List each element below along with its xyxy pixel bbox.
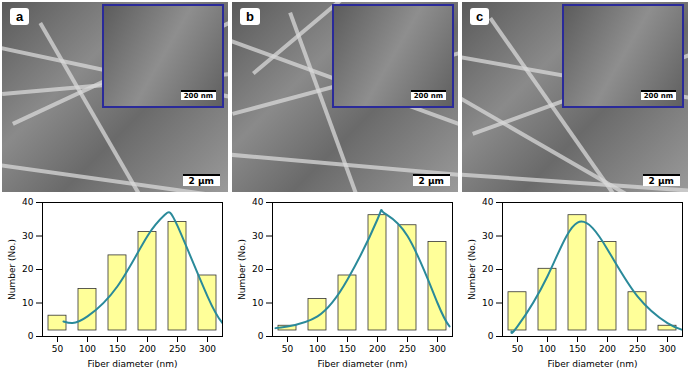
svg-text:0: 0 (258, 331, 264, 341)
svg-text:40: 40 (482, 197, 494, 207)
html-text:200 nm: 200 nm (183, 92, 213, 100)
svg-text:100: 100 (79, 344, 96, 354)
svg-text:0: 0 (28, 331, 34, 341)
svg-text:200: 200 (599, 344, 616, 354)
svg-text:40: 40 (22, 197, 34, 207)
svg-text:Number (No.): Number (No.) (7, 239, 17, 300)
html-text:b: b (246, 9, 254, 24)
svg-text:200: 200 (139, 344, 156, 354)
svg-text:300: 300 (429, 344, 446, 354)
svg-text:300: 300 (199, 344, 216, 354)
svg-text:Fiber diameter (nm): Fiber diameter (nm) (318, 359, 408, 369)
svg-text:Number (No.): Number (No.) (237, 239, 247, 300)
svg-text:150: 150 (569, 344, 586, 354)
svg-text:20: 20 (482, 264, 494, 274)
svg-text:250: 250 (399, 344, 416, 354)
svg-text:40: 40 (252, 197, 264, 207)
svg-text:30: 30 (22, 231, 34, 241)
svg-text:10: 10 (252, 298, 264, 308)
svg-text:100: 100 (309, 344, 326, 354)
html-text:2 μm: 2 μm (648, 176, 674, 186)
html-text:a: a (16, 9, 24, 24)
svg-text:300: 300 (659, 344, 676, 354)
svg-text:0: 0 (488, 331, 494, 341)
svg-text:50: 50 (512, 344, 524, 354)
svg-text:150: 150 (109, 344, 126, 354)
html-text:2 μm: 2 μm (418, 176, 444, 186)
svg-text:Fiber diameter (nm): Fiber diameter (nm) (548, 359, 638, 369)
svg-text:100: 100 (539, 344, 556, 354)
html-text:c: c (476, 9, 484, 24)
html-text:2 μm: 2 μm (188, 176, 214, 186)
svg-text:30: 30 (482, 231, 494, 241)
svg-text:20: 20 (252, 264, 264, 274)
svg-text:250: 250 (629, 344, 646, 354)
html-text:200 nm: 200 nm (413, 92, 443, 100)
svg-text:10: 10 (22, 298, 34, 308)
svg-text:200: 200 (369, 344, 386, 354)
svg-text:30: 30 (252, 231, 264, 241)
svg-text:50: 50 (282, 344, 294, 354)
svg-text:Number (No.): Number (No.) (467, 239, 477, 300)
svg-text:20: 20 (22, 264, 34, 274)
svg-text:10: 10 (482, 298, 494, 308)
svg-text:Fiber diameter (nm): Fiber diameter (nm) (88, 359, 178, 369)
svg-text:150: 150 (339, 344, 356, 354)
html-text:200 nm: 200 nm (643, 92, 673, 100)
svg-text:250: 250 (169, 344, 186, 354)
svg-text:50: 50 (52, 344, 64, 354)
